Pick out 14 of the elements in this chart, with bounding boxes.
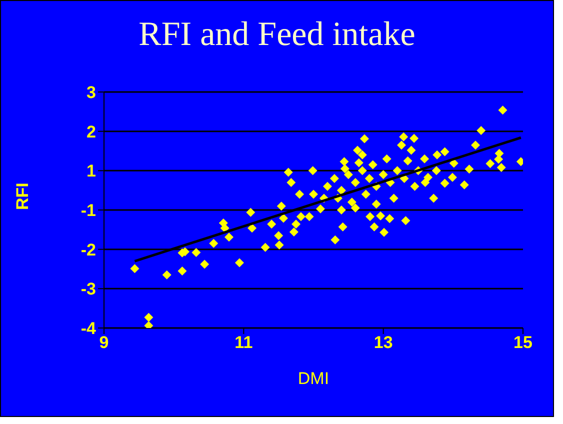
y-tick-label: -3 <box>80 280 96 299</box>
y-tick-label: 1 <box>86 162 96 181</box>
x-tick-label: 11 <box>234 333 253 352</box>
x-tick-label: 9 <box>99 333 109 352</box>
y-tick-label: -2 <box>80 240 96 260</box>
x-axis-title: DMI <box>298 369 330 388</box>
y-tick-label: -4 <box>80 319 97 338</box>
y-tick-label: -1 <box>80 201 96 220</box>
y-tick-label: 3 <box>86 83 96 102</box>
x-tick-label: 15 <box>514 333 532 352</box>
x-tick-label: 13 <box>374 333 393 352</box>
y-tick-label: 2 <box>86 122 96 142</box>
y-axis-title: RFI <box>13 182 32 210</box>
chart-title: RFI and Feed intake <box>138 16 416 54</box>
